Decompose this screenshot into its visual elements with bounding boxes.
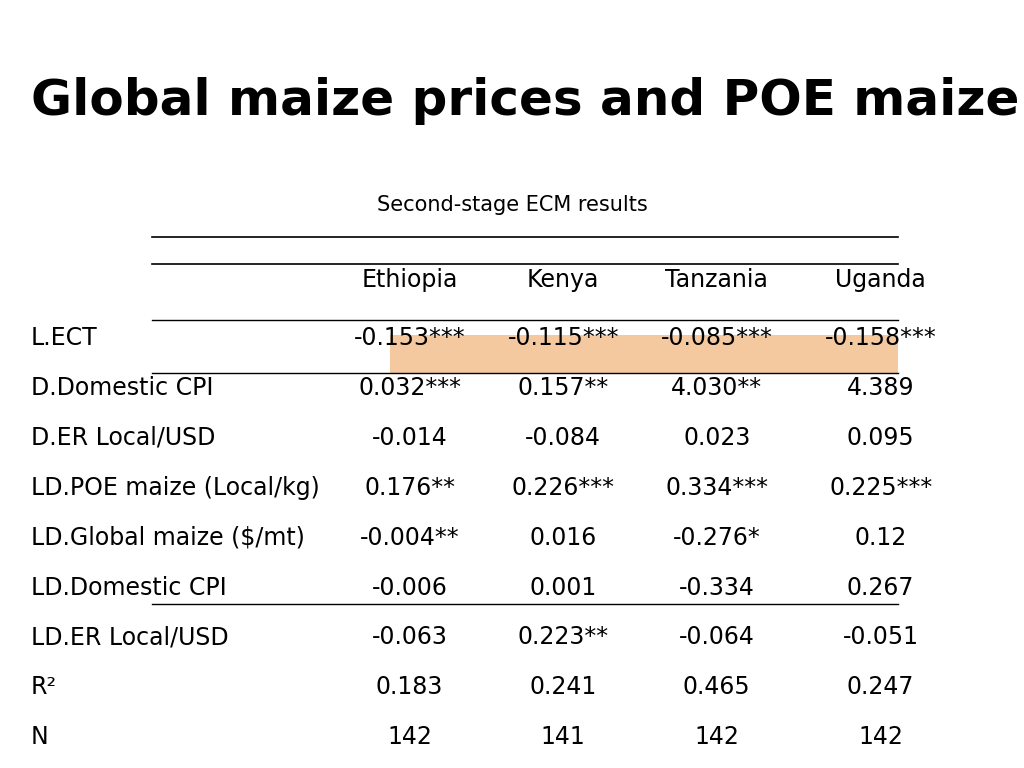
Text: -0.085***: -0.085***	[660, 326, 773, 350]
Text: -0.063: -0.063	[372, 625, 447, 650]
Text: -0.334: -0.334	[679, 575, 755, 600]
Text: Ethiopia: Ethiopia	[361, 268, 458, 293]
Text: LD.ER Local/USD: LD.ER Local/USD	[31, 625, 228, 650]
Text: -0.115***: -0.115***	[508, 326, 618, 350]
Text: D.Domestic CPI: D.Domestic CPI	[31, 376, 213, 400]
Text: 0.183: 0.183	[376, 675, 443, 700]
Text: 141: 141	[541, 725, 586, 750]
Text: -0.006: -0.006	[372, 575, 447, 600]
Text: L.ECT: L.ECT	[31, 326, 97, 350]
Text: 0.267: 0.267	[847, 575, 914, 600]
Text: Global maize prices and POE maize prices: Global maize prices and POE maize prices	[31, 77, 1024, 124]
Text: -0.064: -0.064	[679, 625, 755, 650]
Text: 0.032***: 0.032***	[358, 376, 461, 400]
Text: LD.Global maize ($/mt): LD.Global maize ($/mt)	[31, 525, 304, 550]
Text: 142: 142	[387, 725, 432, 750]
Text: 0.023: 0.023	[683, 425, 751, 450]
Text: LD.Domestic CPI: LD.Domestic CPI	[31, 575, 226, 600]
Text: 0.157**: 0.157**	[517, 376, 609, 400]
Text: 0.176**: 0.176**	[365, 475, 455, 500]
Text: 142: 142	[694, 725, 739, 750]
Text: 0.334***: 0.334***	[666, 475, 768, 500]
Text: 4.389: 4.389	[847, 376, 914, 400]
Text: 0.016: 0.016	[529, 525, 597, 550]
Text: 142: 142	[858, 725, 903, 750]
Text: Second-stage ECM results: Second-stage ECM results	[377, 195, 647, 216]
Text: -0.051: -0.051	[843, 625, 919, 650]
Text: -0.004**: -0.004**	[359, 525, 460, 550]
Text: N: N	[31, 725, 48, 750]
Text: -0.153***: -0.153***	[353, 326, 466, 350]
Text: 0.225***: 0.225***	[829, 475, 932, 500]
Text: -0.014: -0.014	[372, 425, 447, 450]
Text: R²: R²	[31, 675, 56, 700]
Text: 0.247: 0.247	[847, 675, 914, 700]
Text: 0.241: 0.241	[529, 675, 597, 700]
Text: D.ER Local/USD: D.ER Local/USD	[31, 425, 215, 450]
Text: 0.223**: 0.223**	[518, 625, 608, 650]
Text: -0.276*: -0.276*	[673, 525, 761, 550]
Text: -0.158***: -0.158***	[824, 326, 937, 350]
Text: Uganda: Uganda	[836, 268, 926, 293]
Text: 0.001: 0.001	[529, 575, 597, 600]
Text: -0.084: -0.084	[525, 425, 601, 450]
Text: 0.465: 0.465	[683, 675, 751, 700]
Text: 4.030**: 4.030**	[672, 376, 762, 400]
Text: Tanzania: Tanzania	[666, 268, 768, 293]
Text: 0.226***: 0.226***	[512, 475, 614, 500]
Text: 0.095: 0.095	[847, 425, 914, 450]
Text: LD.POE maize (Local/kg): LD.POE maize (Local/kg)	[31, 475, 319, 500]
Text: Kenya: Kenya	[527, 268, 599, 293]
Text: 0.12: 0.12	[854, 525, 907, 550]
FancyBboxPatch shape	[390, 335, 898, 373]
